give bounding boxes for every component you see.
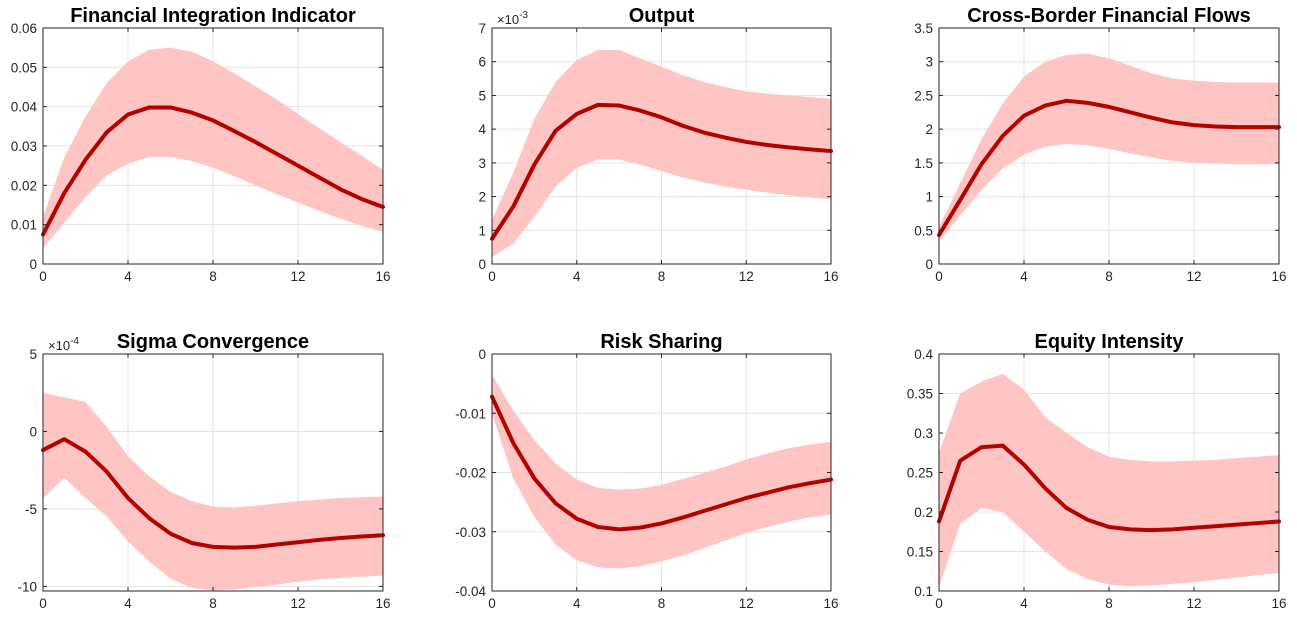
y-tick-label: -0.04 bbox=[455, 584, 486, 599]
x-tick-label: 8 bbox=[658, 596, 666, 611]
panel-4: 0 4 8 12 16 -10 -5 0 5 ×10-4 Sigma Convergence bbox=[17, 331, 390, 611]
y-tick-label: 0.1 bbox=[914, 584, 933, 599]
y-tick-label: 4 bbox=[478, 122, 486, 137]
x-tick-label: 8 bbox=[209, 596, 217, 611]
y-tick-label: 2.5 bbox=[914, 88, 933, 103]
x-tick-label: 0 bbox=[935, 269, 943, 284]
x-tick-label: 0 bbox=[39, 596, 47, 611]
y-tick-label: 5 bbox=[478, 88, 486, 103]
y-tick-label: 1 bbox=[478, 223, 486, 238]
x-tick-label: 0 bbox=[488, 596, 496, 611]
y-tick-label: 0 bbox=[478, 347, 486, 362]
y-tick-label: 0.03 bbox=[11, 139, 37, 154]
x-tick-label: 16 bbox=[375, 269, 390, 284]
panel-title: Equity Intensity bbox=[1035, 331, 1185, 353]
confidence-band bbox=[43, 47, 383, 249]
confidence-band bbox=[939, 53, 1279, 242]
y-tick-label: -5 bbox=[25, 502, 37, 517]
x-tick-label: 8 bbox=[209, 269, 217, 284]
x-tick-label: 16 bbox=[1271, 269, 1286, 284]
y-tick-label: 0 bbox=[29, 257, 37, 272]
x-tick-label: 0 bbox=[39, 269, 47, 284]
x-tick-label: 8 bbox=[1105, 269, 1113, 284]
confidence-band bbox=[492, 49, 831, 258]
y-exponent-label: ×10-4 bbox=[48, 336, 79, 353]
exponent-power: -3 bbox=[519, 10, 528, 21]
panel-title: Sigma Convergence bbox=[117, 331, 309, 353]
y-tick-label: 0 bbox=[478, 257, 486, 272]
x-tick-label: 12 bbox=[1186, 596, 1201, 611]
x-tick-label: 12 bbox=[1186, 269, 1201, 284]
confidence-band bbox=[939, 373, 1279, 588]
x-tick-label: 12 bbox=[290, 596, 305, 611]
x-tick-label: 4 bbox=[124, 596, 132, 611]
y-tick-label: 0.05 bbox=[11, 60, 37, 75]
y-tick-label: 0.15 bbox=[907, 545, 933, 560]
x-tick-label: 12 bbox=[739, 269, 754, 284]
panel-title: Output bbox=[629, 5, 695, 27]
y-tick-label: 2 bbox=[478, 190, 486, 205]
y-tick-label: 0.5 bbox=[914, 223, 933, 238]
x-tick-label: 0 bbox=[488, 269, 496, 284]
panel-title: Cross-Border Financial Flows bbox=[967, 5, 1250, 27]
y-tick-label: 2 bbox=[925, 122, 933, 137]
y-tick-label: 0.01 bbox=[11, 218, 37, 233]
x-tick-label: 12 bbox=[739, 596, 754, 611]
x-tick-label: 16 bbox=[823, 596, 838, 611]
panel-6: 0 4 8 12 16 0.1 0.15 0.2 0.25 0.3 0.35 0.4 Equity In… bbox=[907, 331, 1287, 611]
y-tick-label: 0 bbox=[29, 424, 37, 439]
panel-1: 0 4 8 12 16 0 0.01 0.02 0.03 0.04 0.05 0.06 Financia… bbox=[11, 5, 391, 284]
x-tick-label: 16 bbox=[823, 269, 838, 284]
y-tick-label: 0.25 bbox=[907, 466, 933, 481]
y-tick-label: 7 bbox=[478, 21, 486, 36]
y-tick-label: 0.3 bbox=[914, 426, 933, 441]
y-tick-label: 3.5 bbox=[914, 21, 933, 36]
x-tick-label: 4 bbox=[573, 596, 581, 611]
x-tick-label: 8 bbox=[1105, 596, 1113, 611]
y-tick-label: -0.01 bbox=[455, 406, 486, 421]
y-tick-label: 0.4 bbox=[914, 347, 933, 362]
panel-title: Financial Integration Indicator bbox=[70, 5, 356, 27]
y-tick-label: 3 bbox=[478, 156, 486, 171]
y-tick-label: 6 bbox=[478, 55, 486, 70]
y-tick-label: 0.2 bbox=[914, 505, 933, 520]
y-tick-label: 1.5 bbox=[914, 156, 933, 171]
y-tick-label: 5 bbox=[29, 347, 37, 362]
y-tick-label: 3 bbox=[925, 55, 933, 70]
y-tick-label: 0 bbox=[925, 257, 933, 272]
x-tick-label: 8 bbox=[658, 269, 666, 284]
y-tick-label: -0.02 bbox=[455, 466, 486, 481]
y-exponent-label: ×10-3 bbox=[497, 10, 528, 27]
y-tick-label: 0.35 bbox=[907, 387, 933, 402]
exponent-power: -4 bbox=[70, 336, 79, 347]
y-tick-label: 1 bbox=[925, 190, 933, 205]
x-tick-label: 4 bbox=[124, 269, 132, 284]
x-tick-label: 12 bbox=[290, 269, 305, 284]
panel-title: Risk Sharing bbox=[600, 331, 722, 353]
y-tick-label: -0.03 bbox=[455, 525, 486, 540]
x-tick-label: 4 bbox=[1020, 269, 1028, 284]
panel-5: 0 4 8 12 16 -0.04 -0.03 -0.02 -0.01 0 Risk Sharing bbox=[455, 331, 838, 611]
x-tick-label: 16 bbox=[375, 596, 390, 611]
x-tick-label: 4 bbox=[1020, 596, 1028, 611]
x-tick-label: 4 bbox=[573, 269, 581, 284]
y-tick-label: 0.04 bbox=[11, 100, 38, 115]
exponent-base: ×10 bbox=[497, 12, 519, 27]
y-tick-label: -10 bbox=[17, 579, 37, 594]
y-tick-label: 0.06 bbox=[11, 21, 37, 36]
exponent-base: ×10 bbox=[48, 338, 70, 353]
x-tick-label: 0 bbox=[935, 596, 943, 611]
panel-3: 0 4 8 12 16 0 0.5 1 1.5 2 2.5 3 3.5 Cross-Border Fina… bbox=[914, 5, 1286, 284]
y-tick-label: 0.02 bbox=[11, 178, 37, 193]
x-tick-label: 16 bbox=[1271, 596, 1286, 611]
